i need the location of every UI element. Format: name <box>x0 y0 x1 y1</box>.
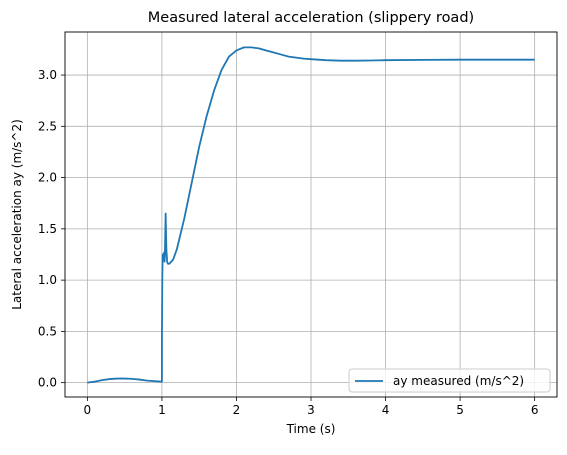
series-line <box>87 46 535 384</box>
y-tick-label: 2.0 <box>38 171 57 185</box>
y-tick-label: 3.0 <box>38 68 57 82</box>
x-tick-label: 3 <box>307 403 315 417</box>
y-axis-label: Lateral acceleration ay (m/s^2) <box>10 119 24 310</box>
legend-box <box>348 368 551 393</box>
legend-label: ay measured (m/s^2) <box>393 374 524 388</box>
y-tick-label: 1.0 <box>38 273 57 287</box>
grid <box>65 32 557 397</box>
series-layer <box>87 46 535 384</box>
x-tick-label: 5 <box>456 403 464 417</box>
y-tick-label: 2.5 <box>38 119 57 133</box>
y-tick-label: 1.5 <box>38 222 57 236</box>
x-tick-label: 1 <box>158 403 166 417</box>
x-axis-label: Time (s) <box>286 422 336 436</box>
x-axis: 0 1 2 3 4 5 6 <box>84 397 539 417</box>
y-tick-label: 0.0 <box>38 376 57 390</box>
x-tick-label: 0 <box>84 403 92 417</box>
y-axis: 0.0 0.5 1.0 1.5 2.0 2.5 3.0 <box>38 68 65 390</box>
y-tick-label: 0.5 <box>38 324 57 338</box>
x-tick-label: 6 <box>531 403 539 417</box>
chart-title: Measured lateral acceleration (slippery … <box>148 10 474 26</box>
x-tick-label: 4 <box>382 403 390 417</box>
legend: ay measured (m/s^2) <box>348 368 551 393</box>
x-tick-label: 2 <box>233 403 241 417</box>
